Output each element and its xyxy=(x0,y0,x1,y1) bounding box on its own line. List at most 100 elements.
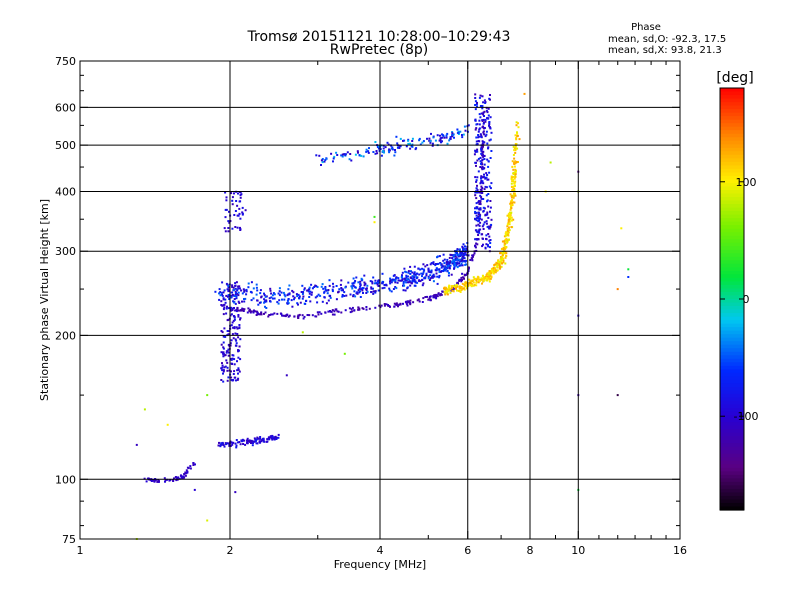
point-series-2 xyxy=(236,289,239,292)
point-series-2 xyxy=(236,327,239,330)
point-series-2 xyxy=(234,332,237,335)
point-series-2 xyxy=(235,310,238,313)
point-series-7 xyxy=(476,105,478,108)
point-series-6 xyxy=(506,239,508,241)
point-series-5 xyxy=(230,296,233,299)
point-series-6 xyxy=(449,291,452,294)
point-series-8 xyxy=(399,137,402,140)
point-series-5 xyxy=(456,258,459,261)
colorbar-segment xyxy=(720,302,744,307)
point-series-4 xyxy=(302,317,305,320)
point-series-7 xyxy=(478,128,481,131)
point-series-5 xyxy=(413,265,416,268)
point-series-4 xyxy=(250,310,253,313)
point-series-5 xyxy=(340,289,343,292)
point-series-2 xyxy=(222,351,225,354)
colorbar-segment xyxy=(720,481,744,486)
point-series-7 xyxy=(488,139,491,142)
point-series-7 xyxy=(485,106,488,109)
point-series-7 xyxy=(479,207,482,210)
point-series-5 xyxy=(403,284,406,287)
point-series-7 xyxy=(474,207,476,210)
point-series-5 xyxy=(422,282,425,285)
point-series-7 xyxy=(485,222,488,225)
point-series-5 xyxy=(449,264,452,267)
point-series-5 xyxy=(448,261,451,264)
point-series-5 xyxy=(364,282,367,285)
point-series-5 xyxy=(264,295,267,298)
point-series-5 xyxy=(415,277,418,280)
point-series-4 xyxy=(242,310,245,312)
point-series-4 xyxy=(260,312,262,315)
point-series-3 xyxy=(234,226,237,228)
point-series-7 xyxy=(486,225,489,228)
point-series-5 xyxy=(447,264,450,267)
colorbar-segment xyxy=(720,348,744,353)
point-series-5 xyxy=(252,297,255,300)
point-series-5 xyxy=(291,289,294,292)
point-series-4 xyxy=(432,295,435,298)
point-series-5 xyxy=(448,265,451,268)
colorbar-segment xyxy=(720,137,744,142)
point-series-7 xyxy=(475,187,478,190)
point-series-4 xyxy=(358,307,361,310)
point-series-4 xyxy=(333,310,336,313)
point-series-6 xyxy=(488,270,491,273)
point-series-7 xyxy=(474,191,477,194)
point-series-6 xyxy=(513,165,516,168)
point-series-5 xyxy=(329,296,332,299)
point-series-1 xyxy=(253,440,256,443)
point-series-2 xyxy=(221,362,223,365)
point-series-0 xyxy=(157,480,160,482)
point-series-5 xyxy=(410,270,412,273)
point-series-4 xyxy=(329,310,332,313)
point-series-5 xyxy=(434,264,437,267)
point-series-6 xyxy=(514,149,517,152)
point-series-7 xyxy=(481,119,484,122)
colorbar-segment xyxy=(720,281,744,286)
point-series-6 xyxy=(458,289,460,292)
point-series-7 xyxy=(475,230,478,233)
point-series-7 xyxy=(480,134,483,137)
point-series-4 xyxy=(255,310,258,313)
point-series-5 xyxy=(372,292,375,295)
point-series-7 xyxy=(475,180,478,183)
colorbar-segment xyxy=(720,123,744,128)
point-series-2 xyxy=(234,376,237,379)
point-series-6 xyxy=(498,263,501,266)
point-series-2 xyxy=(230,339,233,342)
point-series-2 xyxy=(233,315,236,318)
point-series-5 xyxy=(442,259,445,262)
point-series-9 xyxy=(627,276,630,278)
point-series-5 xyxy=(252,287,255,290)
colorbar-segment xyxy=(720,499,744,504)
point-series-6 xyxy=(459,287,462,290)
point-series-5 xyxy=(392,288,395,290)
point-series-6 xyxy=(515,121,518,124)
point-series-7 xyxy=(483,167,486,170)
point-series-2 xyxy=(231,333,234,336)
point-series-2 xyxy=(220,367,223,370)
colorbar-segment xyxy=(720,179,744,184)
point-series-5 xyxy=(344,286,347,289)
point-series-5 xyxy=(397,277,400,280)
point-series-4 xyxy=(471,254,474,257)
point-series-7 xyxy=(482,223,485,226)
point-series-7 xyxy=(490,182,493,185)
point-series-8 xyxy=(397,146,399,149)
point-series-7 xyxy=(484,214,487,217)
colorbar-segment xyxy=(720,376,744,381)
point-series-7 xyxy=(474,217,476,220)
point-series-3 xyxy=(227,227,230,229)
point-series-1 xyxy=(272,437,274,440)
point-series-7 xyxy=(488,123,491,126)
colorbar-segment xyxy=(720,133,744,138)
point-series-0 xyxy=(185,469,188,472)
point-series-3 xyxy=(231,227,234,230)
point-series-5 xyxy=(401,271,404,274)
point-series-6 xyxy=(516,131,518,134)
point-series-6 xyxy=(511,160,514,163)
point-series-7 xyxy=(474,149,477,152)
point-series-0 xyxy=(187,467,190,470)
point-series-1 xyxy=(250,442,252,444)
